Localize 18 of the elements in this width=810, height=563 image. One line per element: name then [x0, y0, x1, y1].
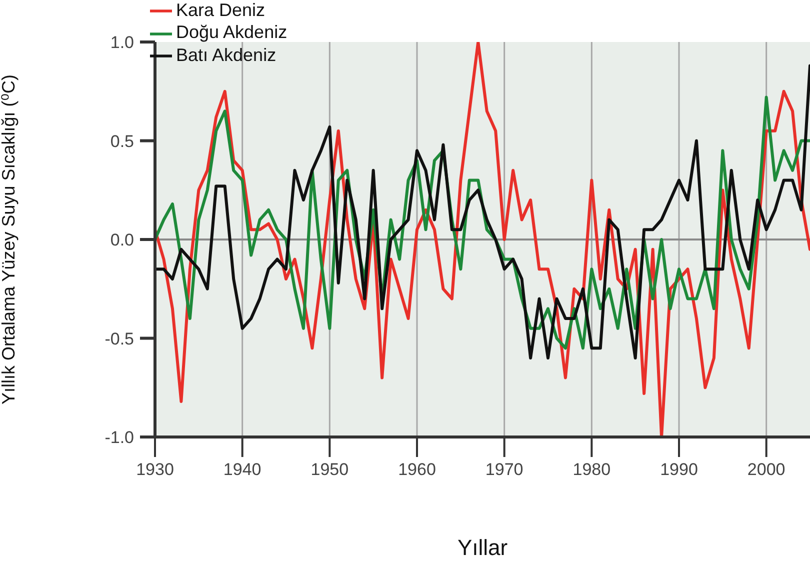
- x-tick-label: 1980: [572, 460, 611, 480]
- y-tick-label: 0.5: [110, 132, 134, 151]
- legend-label: Batı Akdeniz: [176, 44, 276, 64]
- y-tick-label: -0.5: [104, 329, 134, 348]
- legend-label: Doğu Akdeniz: [176, 22, 288, 42]
- x-tick-label: 1970: [485, 460, 524, 480]
- x-tick-label: 1950: [310, 460, 349, 480]
- y-tick-label: -1.0: [104, 428, 134, 448]
- x-tick-label: 1930: [136, 460, 174, 480]
- y-tick-label: 0.0: [110, 230, 134, 250]
- x-tick-label: 1960: [398, 460, 436, 480]
- y-axis-title: Yıllık Ortalama Yüzey Suyu Sıcaklığı (⁰C): [0, 74, 18, 404]
- x-axis-title: Yıllar: [457, 535, 508, 560]
- x-tick-label: 1990: [660, 460, 698, 480]
- x-tick-label: 2000: [747, 460, 786, 480]
- y-tick-label: 1.0: [110, 33, 134, 52]
- legend-label: Kara Deniz: [176, 0, 266, 20]
- x-tick-label: 1940: [223, 460, 262, 480]
